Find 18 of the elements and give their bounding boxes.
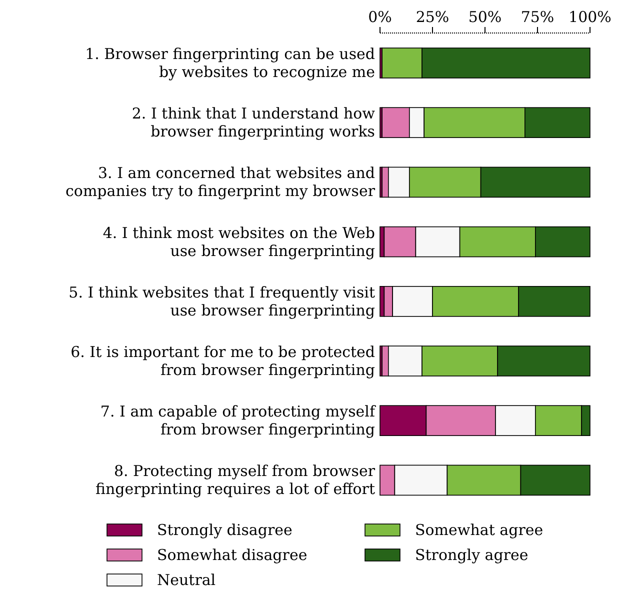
y-tick-label: 7. I am capable of protecting myself from browser fingerprinting xyxy=(100,402,376,439)
y-tick-label: 3. I am concerned that websites and companies try to fingerprint my browser xyxy=(66,164,376,200)
y-tick-label: 5. I think websites that I frequently visit use browser fingerprinting xyxy=(68,283,376,320)
legend-label: Strongly agree xyxy=(415,546,528,564)
legend-label: Neutral xyxy=(157,571,216,589)
x-tick-label: 0% xyxy=(368,8,392,26)
y-tick-label: 2. I think that I understand how browser fingerprinting works xyxy=(132,104,376,141)
x-tick-label: 25% xyxy=(416,8,450,26)
y-tick-label: 4. I think most websites on the Web use browser fingerprinting xyxy=(102,224,376,260)
legend-label: Somewhat agree xyxy=(415,521,544,539)
y-tick-label: 6. It is important for me to be protected from browser fingerprinting xyxy=(70,343,376,379)
legend-label: Somewhat disagree xyxy=(157,546,308,564)
x-tick-label: 50% xyxy=(468,8,502,26)
legend-label: Strongly disagree xyxy=(157,521,292,539)
y-tick-label: 8. Protecting myself from browser fingerprinting requires a lot of effort xyxy=(96,462,376,498)
x-tick-label: 75% xyxy=(520,8,554,26)
y-tick-label: 1. Browser fingerprinting can be used by websites to recognize me xyxy=(85,45,376,81)
x-tick-label: 100% xyxy=(568,8,612,26)
